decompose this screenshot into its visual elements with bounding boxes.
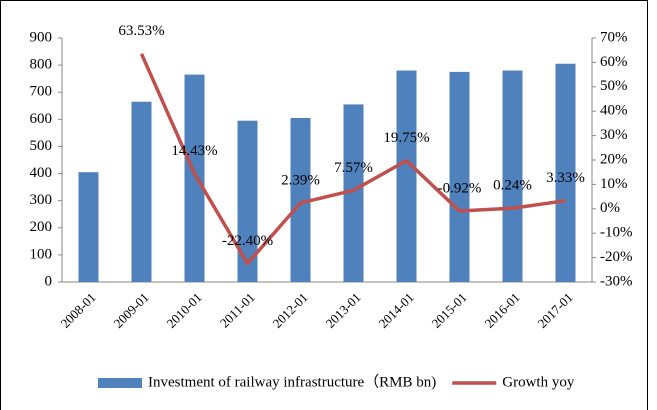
data-label: 7.57%	[334, 160, 373, 176]
bar	[237, 120, 258, 282]
legend-label: Growth yoy	[502, 374, 575, 390]
y-tick-label: 100	[30, 246, 53, 262]
y-tick-label: 300	[30, 192, 53, 208]
x-tick-label: 2009-01	[110, 290, 151, 331]
y2-tick-label: -30%	[600, 273, 633, 289]
x-tick-label: 2015-01	[428, 290, 469, 331]
bar	[555, 63, 576, 282]
x-tick-label: 2016-01	[481, 290, 522, 331]
y2-tick-label: 50%	[600, 78, 628, 94]
y-tick-label: 600	[30, 111, 53, 127]
y2-tick-label: -10%	[600, 225, 633, 241]
y-tick-label: 400	[30, 165, 53, 181]
bar	[131, 101, 152, 282]
y2-tick-label: 70%	[600, 29, 628, 45]
data-label: 3.33%	[546, 170, 585, 186]
data-label: 0.24%	[493, 178, 532, 194]
y2-tick-label: 10%	[600, 176, 628, 192]
bar	[343, 104, 364, 282]
data-label: 19.75%	[383, 130, 429, 146]
bar	[502, 70, 523, 283]
bar	[78, 172, 99, 282]
data-label: -0.92%	[438, 180, 482, 196]
x-tick-label: 2013-01	[322, 290, 363, 331]
x-tick-label: 2011-01	[217, 290, 258, 331]
x-tick-label: 2010-01	[163, 290, 204, 331]
y2-tick-label: 60%	[600, 54, 628, 70]
x-tick-label: 2014-01	[375, 290, 416, 331]
data-label: 63.53%	[118, 23, 164, 39]
y-tick-label: 200	[30, 219, 53, 235]
bar	[396, 70, 417, 283]
x-tick-label: 2017-01	[534, 290, 575, 331]
data-label: 2.39%	[281, 172, 320, 188]
y2-tick-label: 40%	[600, 103, 628, 119]
bar	[290, 117, 311, 282]
y2-tick-label: 30%	[600, 127, 628, 143]
bar	[449, 71, 470, 282]
y2-tick-label: -20%	[600, 249, 633, 265]
y-tick-label: 800	[30, 57, 53, 73]
data-label: -22.40%	[222, 233, 273, 249]
y2-tick-label: 0%	[600, 200, 620, 216]
y-tick-label: 500	[30, 138, 53, 154]
y-tick-label: 0	[45, 273, 53, 289]
x-tick-label: 2008-01	[57, 290, 98, 331]
data-label: 14.43%	[171, 143, 217, 159]
x-tick-label: 2012-01	[269, 290, 310, 331]
line	[139, 53, 566, 266]
y-tick-label: 900	[30, 29, 53, 45]
legend-swatch	[98, 378, 142, 388]
legend-label: Investment of railway infrastructure（RMB…	[148, 373, 436, 390]
y-tick-label: 700	[30, 84, 53, 100]
bar	[184, 74, 205, 282]
y2-tick-label: 20%	[600, 151, 628, 167]
